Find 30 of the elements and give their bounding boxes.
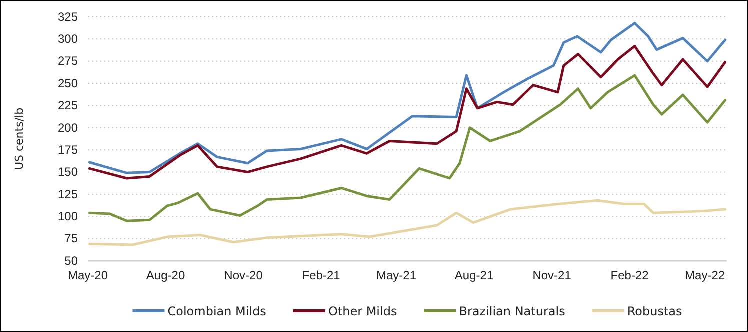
y-tick-label: 125: [58, 187, 78, 202]
x-tick-label: Feb-22: [610, 268, 650, 283]
x-tick-label: May-20: [68, 268, 108, 283]
line-series: [88, 22, 727, 174]
line-series: [88, 45, 727, 180]
legend-label: Other Milds: [328, 304, 398, 318]
x-tick-label: Nov-21: [532, 268, 572, 283]
x-tick-label: May-21: [376, 268, 417, 283]
x-tick-label: Aug-21: [454, 268, 494, 283]
x-tick-label: Nov-20: [224, 268, 264, 283]
line-series: [88, 199, 727, 246]
y-tick-label: 200: [58, 120, 78, 135]
y-tick-label: 275: [58, 54, 78, 68]
legend-label: Brazilian Naturals: [459, 304, 566, 318]
x-tick-label: Aug-20: [146, 268, 186, 283]
legend-label: Robustas: [627, 304, 682, 318]
y-tick-label: 150: [58, 165, 78, 180]
y-tick-label: 325: [58, 10, 78, 24]
y-tick-label: 175: [58, 142, 78, 157]
y-tick-label: 100: [58, 209, 78, 224]
x-tick-label: May-22: [685, 268, 726, 283]
legend-label: Colombian Milds: [168, 304, 266, 318]
y-tick-label: 75: [64, 232, 78, 246]
y-tick-label: 50: [64, 254, 78, 268]
y-axis-title: US cents/lb: [13, 108, 26, 170]
x-tick-label: Feb-21: [302, 268, 341, 283]
y-tick-label: 300: [58, 32, 78, 46]
y-tick-label: 225: [58, 98, 78, 113]
line-series: [88, 74, 727, 222]
y-tick-label: 250: [58, 76, 78, 90]
